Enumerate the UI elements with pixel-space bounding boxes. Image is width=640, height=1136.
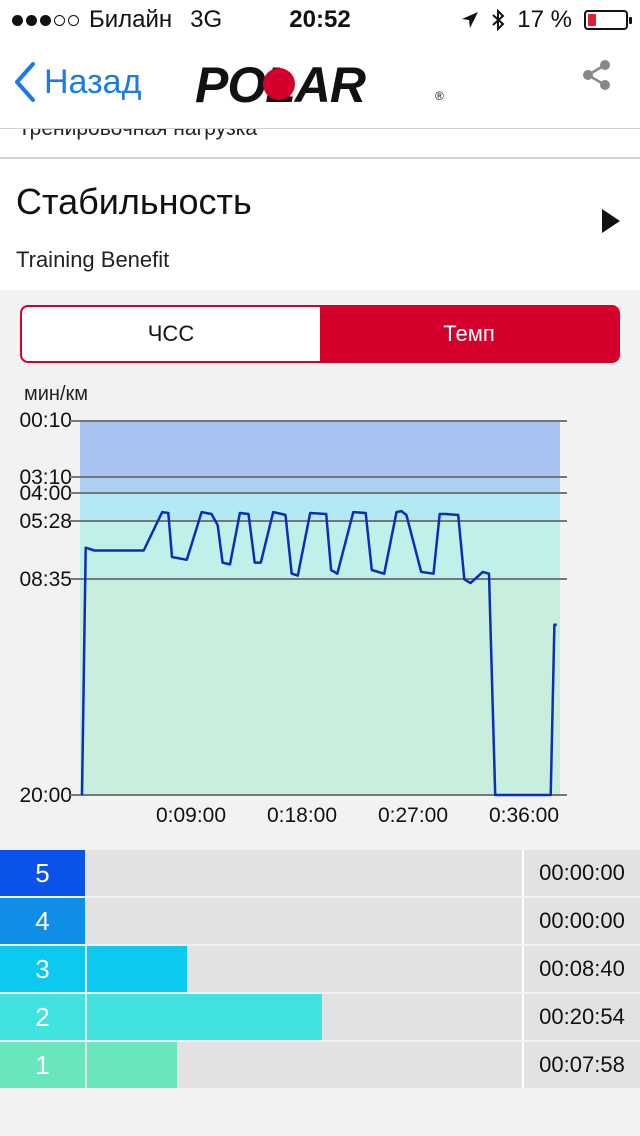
training-benefit-card[interactable]: Стабильность Training Benefit — [0, 159, 640, 290]
zone-bar — [87, 946, 187, 992]
tab-pace[interactable]: Темп — [320, 307, 618, 361]
zone-row-5: 5 00:00:00 — [0, 850, 640, 896]
status-left: Билайн 3G — [12, 6, 222, 34]
registered-mark: ® — [435, 89, 444, 103]
training-load-row[interactable]: Тренировочная нагрузка — [0, 128, 640, 159]
y-tick-label: 08:35 — [19, 568, 72, 591]
y-tick-label: 03:10 — [19, 466, 72, 489]
location-arrow-icon — [462, 12, 479, 28]
x-tick-label: 0:36:00 — [488, 804, 560, 827]
back-label: Назад — [44, 62, 142, 101]
y-tick-label: 20:00 — [19, 784, 72, 807]
share-icon[interactable] — [580, 58, 614, 92]
status-right: 17 % — [461, 6, 632, 34]
pace-series-line — [80, 509, 557, 797]
zone-band-2 — [80, 521, 560, 579]
zone-time: 00:00:00 — [539, 908, 625, 933]
status-bar: Билайн 3G 20:52 17 % — [0, 0, 640, 40]
x-tick-label: 0:09:00 — [155, 804, 227, 827]
carrier-label: Билайн — [89, 6, 173, 33]
zone-row-1: 1 00:07:58 — [0, 1042, 640, 1088]
training-load-label: Тренировочная нагрузка — [18, 128, 258, 140]
divider — [0, 157, 640, 159]
zone-row-2: 2 00:20:54 — [0, 994, 640, 1040]
zone-number: 4 — [0, 898, 85, 944]
zone-number: 5 — [0, 850, 85, 896]
zone-band-5 — [80, 421, 560, 477]
play-arrow-icon[interactable] — [602, 209, 620, 233]
nav-bar: Назад POLAR ® — [0, 40, 640, 128]
x-tick-label: 0:18:00 — [266, 804, 338, 827]
polar-logo: POLAR ® — [195, 60, 444, 108]
segmented-control: ЧСС Темп — [20, 305, 620, 363]
zone-number: 3 — [0, 946, 85, 992]
benefit-subtitle: Training Benefit — [16, 247, 170, 272]
zone-number: 2 — [0, 994, 85, 1040]
pace-chart — [70, 420, 567, 797]
zone-band-3 — [80, 493, 560, 521]
zone-bar — [87, 1042, 177, 1088]
zone-band-4 — [80, 477, 560, 493]
y-tick-label: 05:28 — [19, 510, 72, 533]
zone-bar — [87, 994, 322, 1040]
zone-row-4: 4 00:00:00 — [0, 898, 640, 944]
network-label: 3G — [190, 6, 223, 33]
chart-y-axis-label: мин/км — [24, 383, 89, 405]
y-tick-label: 00:10 — [19, 409, 72, 432]
back-button[interactable]: Назад — [14, 62, 141, 102]
zone-row-3: 3 00:08:40 — [0, 946, 640, 992]
y-tick-label: 04:00 — [19, 482, 72, 505]
logo-red-dot — [263, 68, 295, 100]
zone-time: 00:00:00 — [539, 860, 625, 885]
zone-time: 00:07:58 — [539, 1052, 625, 1077]
zone-time: 00:08:40 — [539, 956, 625, 981]
zone-number: 1 — [0, 1042, 85, 1088]
chevron-left-icon — [15, 62, 35, 102]
battery-icon — [584, 10, 632, 30]
signal-icon — [12, 14, 79, 26]
zone-time: 00:20:54 — [539, 1004, 625, 1029]
zone-band-1 — [80, 579, 560, 794]
clock: 20:52 — [289, 6, 351, 33]
tab-hr[interactable]: ЧСС — [147, 321, 195, 346]
bluetooth-icon — [492, 9, 505, 31]
battery-percent: 17 % — [517, 6, 572, 33]
x-tick-label: 0:27:00 — [377, 804, 449, 827]
benefit-title: Стабильность — [16, 181, 252, 222]
